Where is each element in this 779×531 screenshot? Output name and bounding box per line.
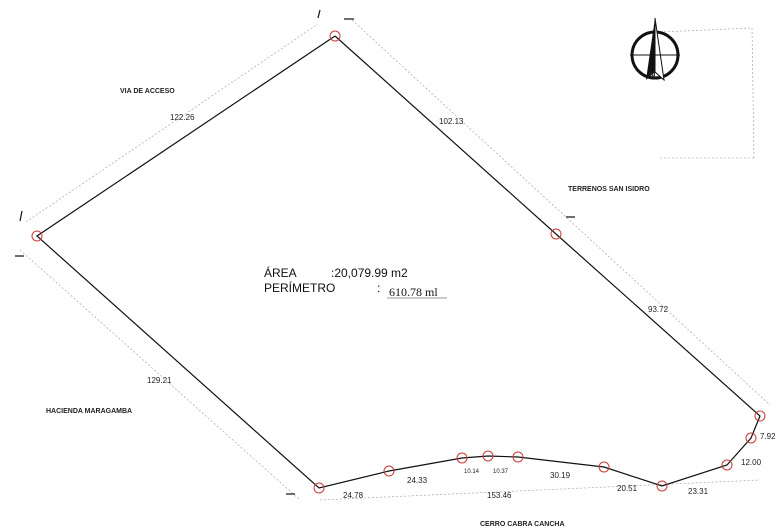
vertex-marker	[721, 459, 733, 471]
vertex-marker	[329, 30, 341, 42]
dimension-label: 7.92	[760, 432, 776, 441]
dimension-label: 10.37	[493, 469, 509, 475]
dimension-label: 153.46	[487, 491, 512, 500]
dimension-label: 12.00	[741, 458, 762, 467]
dimension-label: 93.72	[648, 305, 669, 314]
label-terrenos-san-isidro: TERRENOS SAN ISIDRO	[568, 186, 650, 193]
vertex-marker	[383, 465, 395, 477]
vertex-markers	[31, 30, 766, 494]
dimension-label: 10.14	[464, 469, 480, 475]
vertex-marker	[550, 228, 562, 240]
vertex-marker	[456, 452, 468, 464]
area-label: ÁREA	[264, 265, 297, 280]
label-via-acceso: VIA DE ACCESO	[120, 88, 175, 95]
vertex-marker	[598, 461, 610, 473]
label-cerro-cabra-cancha: CERRO CABRA CANCHA	[480, 521, 565, 528]
tick-marks	[15, 9, 575, 495]
vertex-marker	[482, 450, 494, 462]
dimension-label: 24.78	[343, 491, 364, 500]
dimension-label: 122.26	[170, 113, 195, 122]
vertex-marker	[313, 482, 325, 494]
area-value: :20,079.99 m2	[331, 266, 408, 280]
vertex-marker	[754, 410, 766, 422]
perimeter-value: 610.78 ml	[389, 285, 438, 299]
dimension-label: 129.21	[147, 376, 172, 385]
dimension-label: 30.19	[550, 471, 571, 480]
north-arrow-icon: N	[630, 17, 680, 82]
property-boundary	[36, 35, 761, 489]
vertex-marker	[31, 230, 43, 242]
vertex-marker	[745, 432, 757, 444]
dimension-label: 24.33	[407, 476, 428, 485]
perimeter-label: PERÍMETRO	[264, 280, 335, 295]
label-hacienda-maragamba: HACIENDA MARAGAMBA	[46, 408, 132, 415]
dimension-label: 102.13	[439, 117, 464, 126]
vertex-marker	[656, 480, 668, 492]
dimension-lines	[19, 19, 771, 501]
dimension-label: 20.51	[617, 484, 638, 493]
vertex-marker	[512, 451, 524, 463]
dimension-label: 23.31	[688, 487, 709, 496]
north-letter: N	[649, 70, 656, 80]
perimeter-colon: :	[377, 281, 380, 295]
